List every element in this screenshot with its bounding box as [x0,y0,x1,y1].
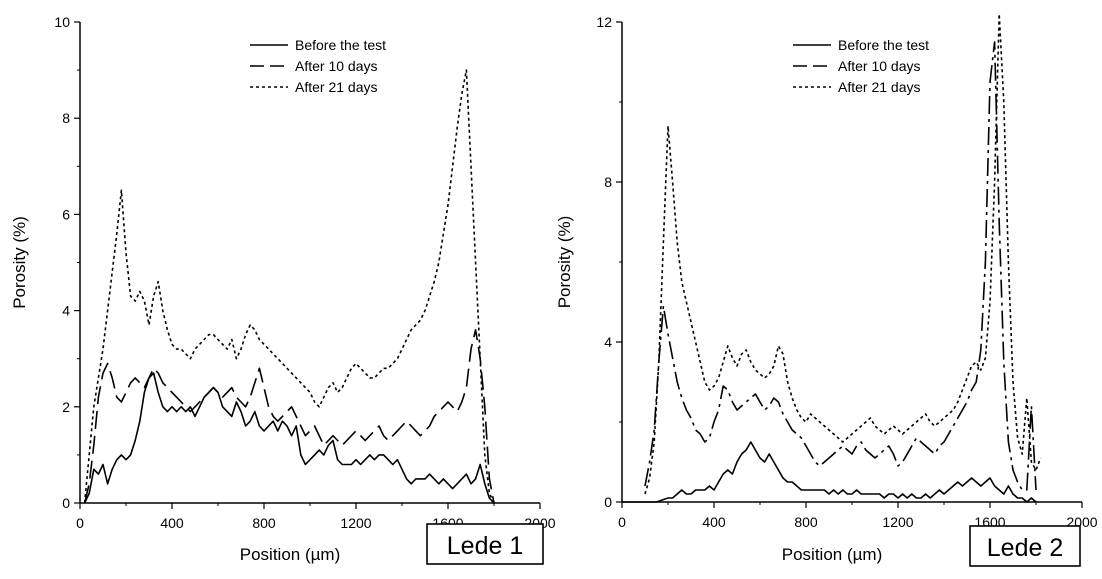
y-tick-label: 6 [62,206,70,222]
series-line-after-10-days [644,41,1037,491]
series-line-after-21-days [644,13,1042,495]
x-tick-label: 800 [794,514,818,530]
legend-label: After 21 days [295,79,378,95]
series-line-before-the-test [622,441,1037,503]
y-tick-label: 4 [604,334,612,350]
y-tick-label: 12 [596,14,612,30]
series-line-after-21-days [83,69,495,504]
x-tick-label: 1200 [340,515,371,531]
x-axis-label: Position (µm) [782,545,882,564]
x-axis-label: Position (µm) [240,545,340,564]
legend-label: After 10 days [838,58,921,74]
y-axis-label: Porosity (%) [10,216,29,309]
y-tick-label: 8 [604,174,612,190]
y-tick-label: 4 [62,303,70,319]
y-tick-label: 2 [62,399,70,415]
series-line-after-10-days [83,328,495,504]
y-tick-label: 0 [62,495,70,511]
y-tick-label: 10 [54,14,70,30]
label-box-text: Lede 1 [447,532,523,560]
label-box [969,525,1081,567]
legend-label: After 10 days [295,58,378,74]
label-box [426,523,544,565]
series-line-before-the-test [83,372,495,504]
legend-label: Before the test [295,37,386,53]
y-tick-label: 0 [604,494,612,510]
legend-label: Before the test [838,37,929,53]
x-tick-label: 0 [618,514,626,530]
x-tick-label: 400 [160,515,184,531]
label-box-text: Lede 2 [987,534,1063,562]
x-tick-label: 400 [702,514,726,530]
legend-label: After 21 days [838,79,921,95]
y-axis-label: Porosity (%) [555,216,574,309]
y-tick-label: 8 [62,110,70,126]
x-tick-label: 1200 [882,514,913,530]
x-tick-label: 800 [252,515,276,531]
x-tick-label: 0 [76,515,84,531]
